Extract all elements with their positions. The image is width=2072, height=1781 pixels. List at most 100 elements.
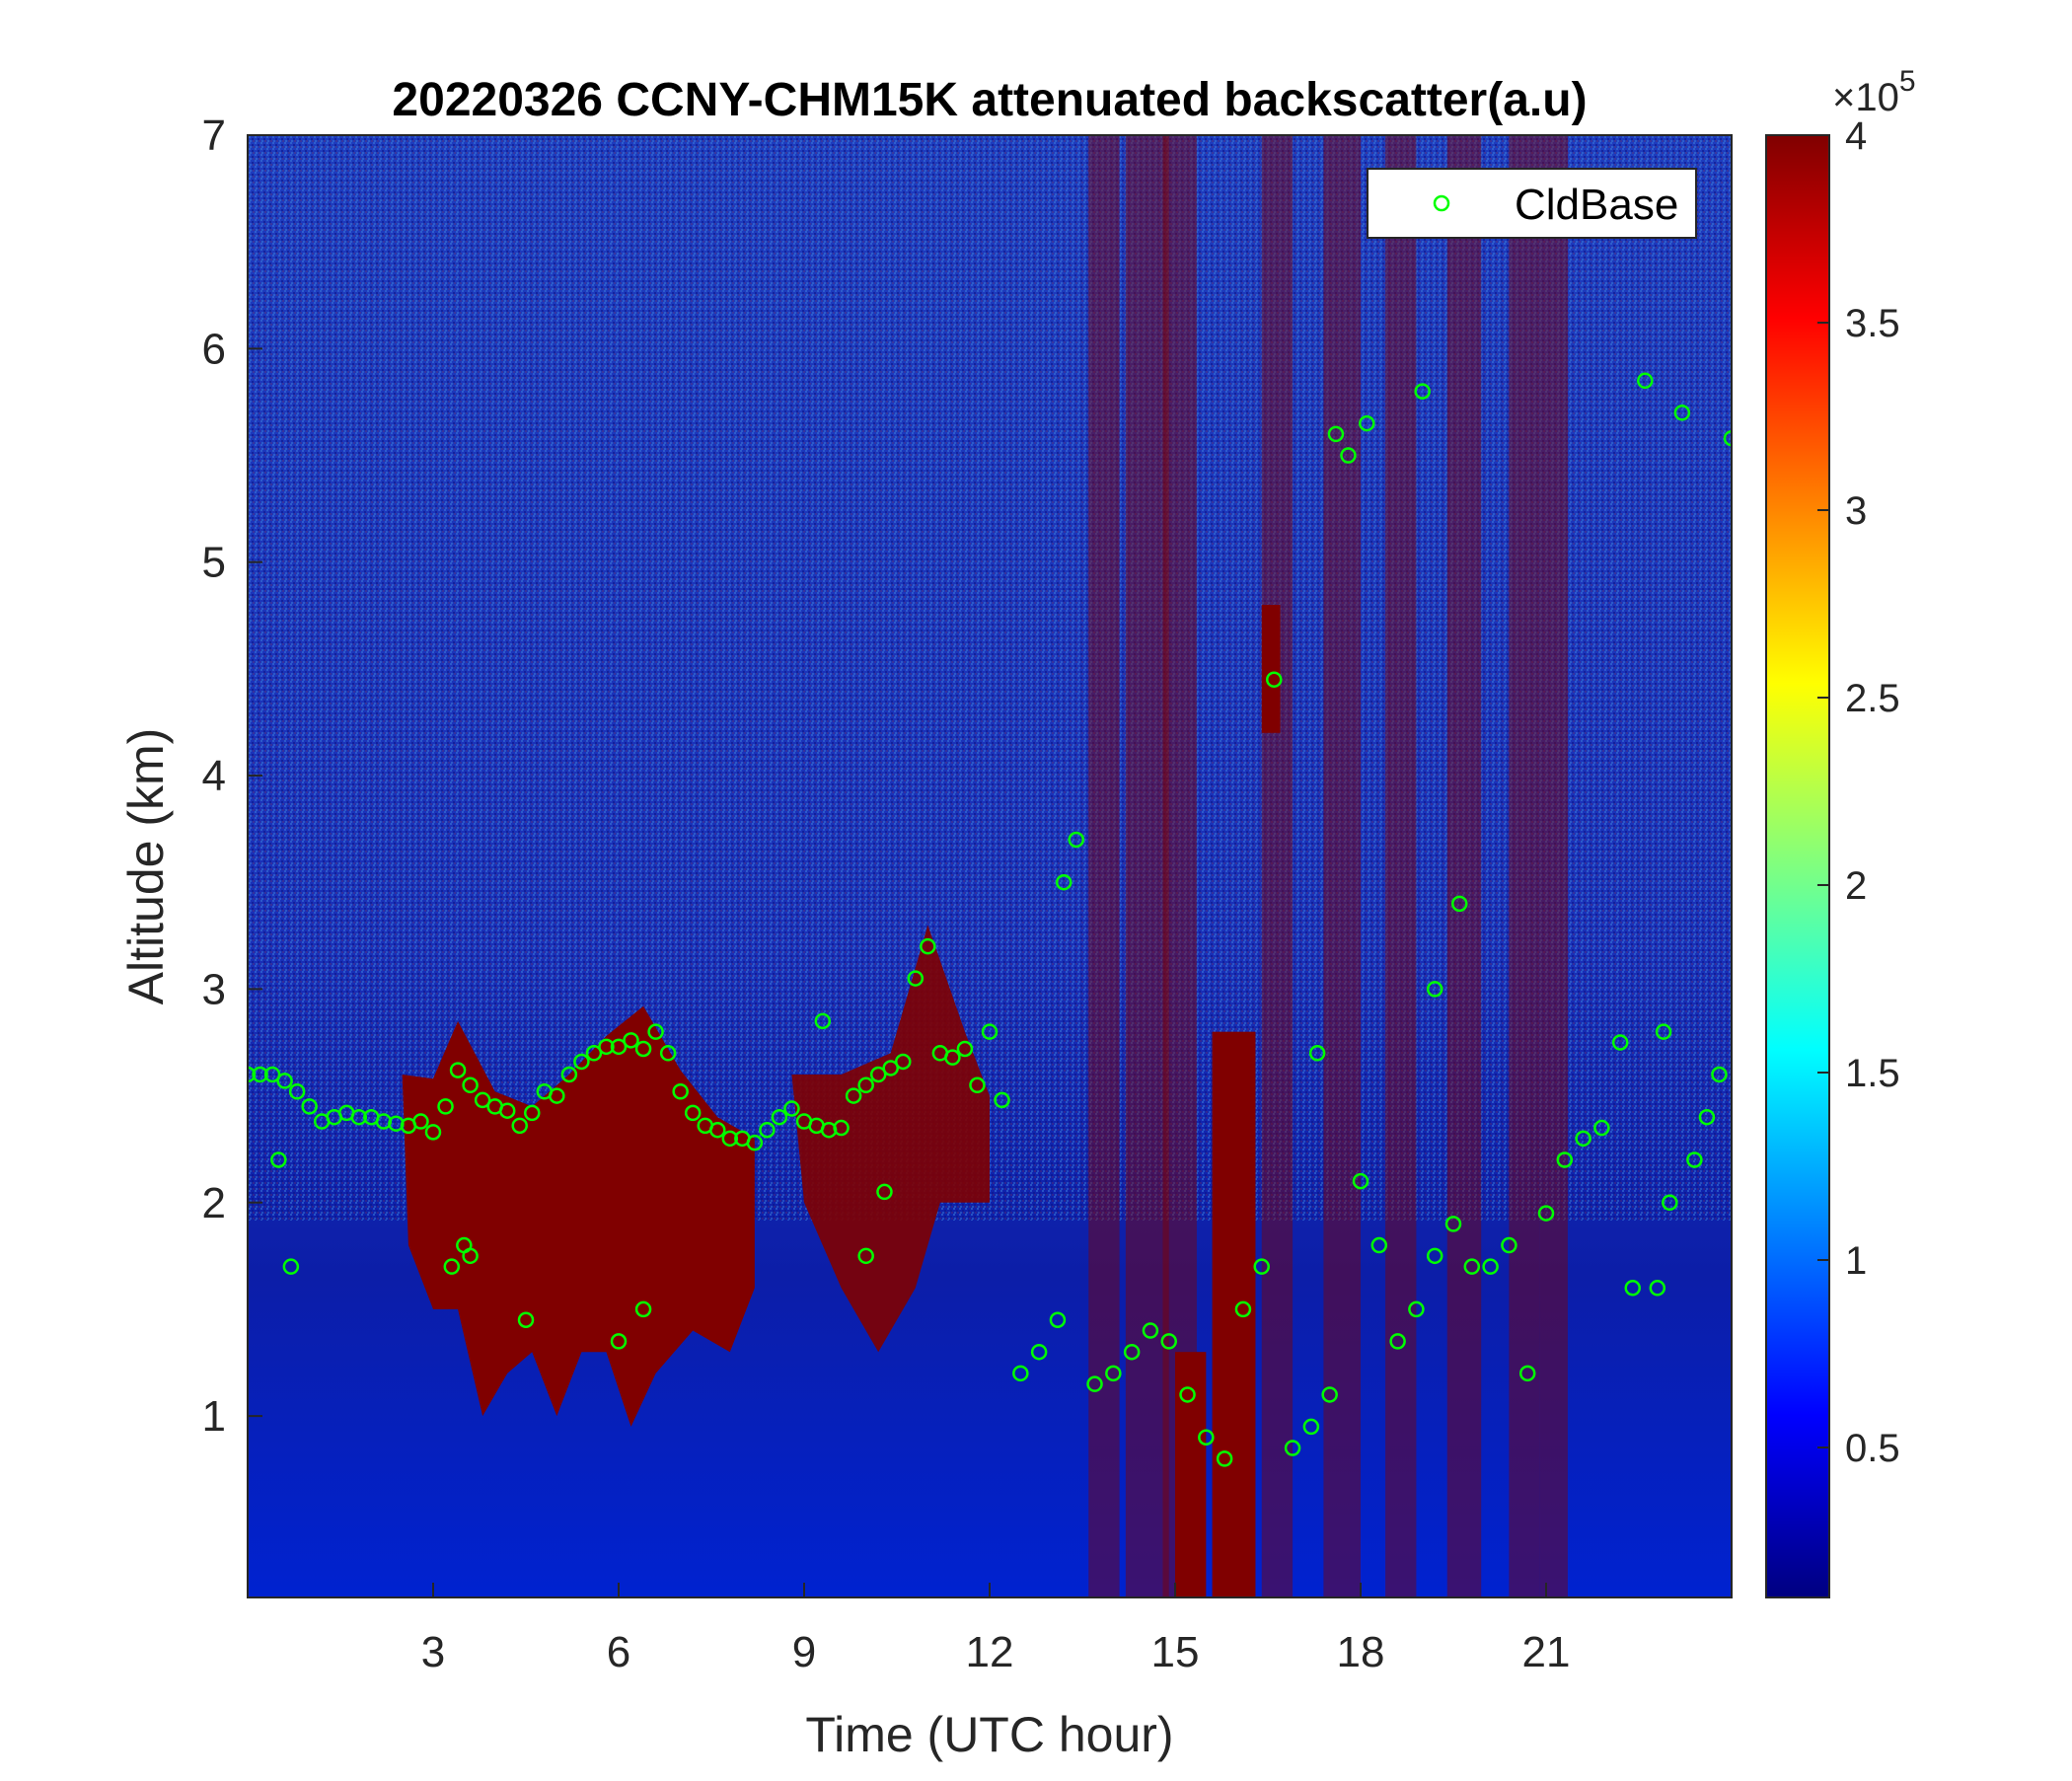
- cldbase-point: [1686, 1151, 1703, 1168]
- cldbase-point: [709, 1121, 726, 1139]
- cldbase-point: [814, 1012, 832, 1030]
- cldbase-point: [845, 1087, 862, 1104]
- x-tick-label: 6: [607, 1628, 630, 1676]
- cldbase-point: [1142, 1322, 1159, 1339]
- cldbase-point: [511, 1117, 528, 1135]
- cldbase-point: [1389, 1333, 1406, 1350]
- cldbase-point: [248, 1066, 257, 1083]
- cldbase-point: [443, 1258, 461, 1275]
- cldbase-point: [833, 1119, 850, 1137]
- legend-marker-icon: [1433, 194, 1450, 212]
- aerosol-column: [1509, 135, 1540, 1597]
- cldbase-point: [1068, 831, 1084, 849]
- cldbase-point: [771, 1108, 788, 1126]
- colorbar-tick-label: 2.5: [1845, 677, 1900, 720]
- cldbase-point: [585, 1045, 603, 1062]
- cldbase-point: [1611, 1034, 1629, 1051]
- cldbase-point: [684, 1104, 702, 1122]
- cldbase-point: [1593, 1119, 1610, 1137]
- chart-title: 20220326 CCNY-CHM15K attenuated backscat…: [392, 74, 1587, 126]
- cldbase-point: [437, 1098, 454, 1115]
- cldbase-point: [746, 1134, 764, 1151]
- colorbar-bar: [1765, 134, 1830, 1598]
- colorbar: 0.5 1 1.5 2 2.5 3 3.5 4 ×105: [1765, 65, 1916, 1598]
- cldbase-point: [1655, 1023, 1672, 1040]
- cldbase-point: [270, 1151, 287, 1168]
- cldbase-point: [1711, 1066, 1728, 1083]
- legend-label-cldbase: CldBase: [1515, 181, 1678, 229]
- cldbase-point: [981, 1023, 999, 1040]
- cldbase-point: [1637, 372, 1654, 390]
- cldbase-point: [1426, 1247, 1443, 1265]
- cldbase-point: [598, 1038, 615, 1056]
- cldbase-point: [956, 1040, 974, 1058]
- cldbase-point: [994, 1091, 1010, 1109]
- cldbase-point: [1030, 1343, 1048, 1361]
- cldbase-point: [1649, 1280, 1666, 1297]
- cldbase-point: [1234, 1300, 1252, 1318]
- cldbase-point: [672, 1082, 689, 1100]
- aerosol-column: [1323, 135, 1361, 1597]
- cldbase-point: [969, 1076, 986, 1094]
- cldbase-point: [869, 1066, 887, 1083]
- colorbar-exponent: ×105: [1832, 65, 1916, 119]
- colorbar-tick-label: 3.5: [1845, 302, 1900, 345]
- cldbase-point: [907, 970, 925, 987]
- cldbase-point: [1308, 1045, 1326, 1062]
- cldbase-point: [424, 1124, 442, 1141]
- aerosol-column: [1446, 135, 1482, 1597]
- cldbase-point: [462, 1076, 479, 1094]
- cldbase-point: [1302, 1418, 1320, 1436]
- cldbase-point: [573, 1053, 590, 1071]
- cldbase-point: [882, 1060, 899, 1076]
- x-axis-ticks: 3 6 9 12 15 18 21: [421, 1583, 1571, 1676]
- y-axis-ticks: 1 2 3 4 5 6 7: [202, 111, 262, 1441]
- aerosol-column: [1539, 135, 1568, 1597]
- cldbase-point: [634, 1300, 652, 1318]
- cldbase-point: [1266, 671, 1283, 688]
- x-tick-label: 3: [421, 1628, 445, 1676]
- x-tick-label: 15: [1151, 1628, 1200, 1676]
- cldbase-point: [1253, 1258, 1270, 1275]
- aerosol-column: [1385, 135, 1417, 1597]
- cldbase-point: [1408, 1300, 1425, 1318]
- cldbase-point: [1451, 895, 1468, 913]
- cldbase-point: [1414, 383, 1431, 400]
- cldbase-point: [1086, 1375, 1103, 1392]
- x-axis-label: Time (UTC hour): [805, 1707, 1173, 1762]
- heatmap: [248, 135, 1732, 1597]
- cldbase-point: [634, 1040, 652, 1058]
- cldbase-point: [474, 1091, 491, 1109]
- x-tick-label: 21: [1522, 1628, 1571, 1676]
- y-tick-label: 5: [202, 539, 226, 587]
- cldbase-point: [1575, 1130, 1591, 1148]
- cldbase-point: [549, 1087, 565, 1104]
- cldbase-point: [560, 1066, 578, 1083]
- cldbase-point: [276, 1073, 293, 1089]
- cldbase-series: [248, 372, 1732, 1467]
- x-tick-label: 12: [966, 1628, 1014, 1676]
- cldbase-point: [1340, 447, 1357, 464]
- cldbase-point: [659, 1045, 677, 1062]
- cldbase-point: [1518, 1365, 1536, 1382]
- cldbase-point: [783, 1100, 800, 1117]
- heatmap-features: [402, 135, 1568, 1597]
- cldbase-point: [288, 1082, 306, 1100]
- cldbase-point: [1179, 1386, 1196, 1403]
- cldbase-point: [1352, 1172, 1369, 1190]
- cldbase-point: [1370, 1236, 1388, 1254]
- cldbase-point: [1426, 981, 1443, 998]
- cldbase-point: [721, 1130, 739, 1148]
- cldbase-point: [252, 1066, 268, 1083]
- cldbase-point: [1723, 429, 1732, 447]
- y-tick-label: 6: [202, 325, 226, 373]
- cldbase-point: [1463, 1258, 1481, 1275]
- legend: CldBase: [1367, 168, 1697, 239]
- cldbase-point: [1624, 1280, 1641, 1297]
- y-tick-label: 2: [202, 1179, 226, 1227]
- cldbase-point: [524, 1104, 541, 1122]
- cldbase-point: [1444, 1216, 1462, 1232]
- colorbar-tick-label: 1.5: [1845, 1052, 1900, 1095]
